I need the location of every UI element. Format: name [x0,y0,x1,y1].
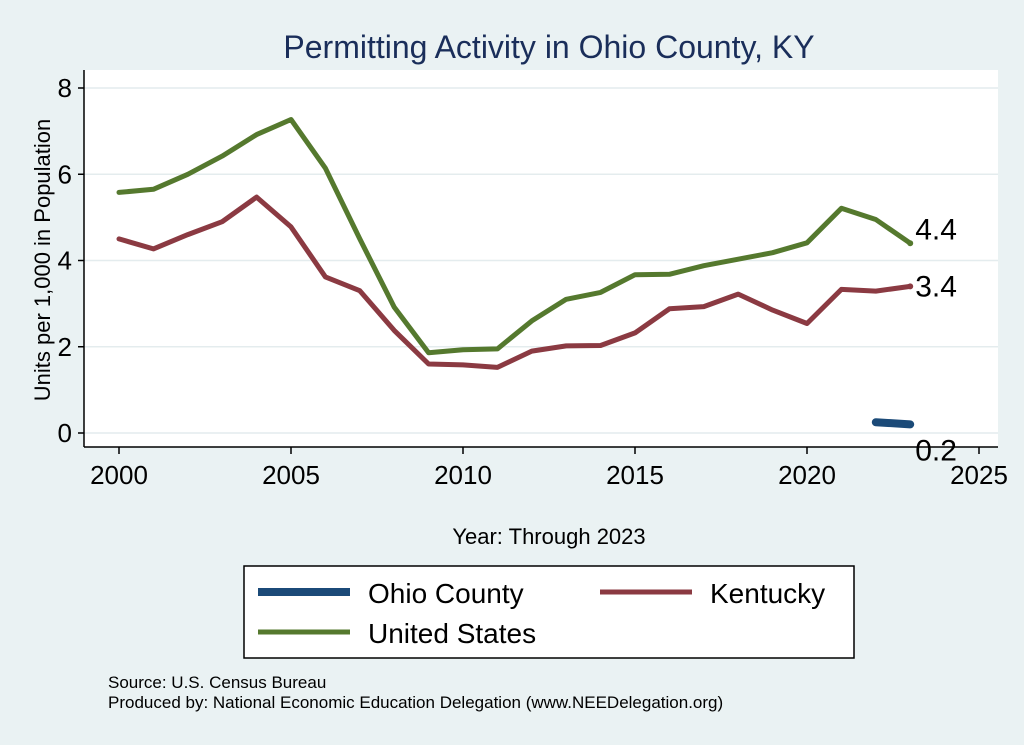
end-point-united-states [907,240,914,247]
chart-title: Permitting Activity in Ohio County, KY [283,29,814,65]
legend-label-united-states: United States [368,618,536,649]
legend: Ohio County Kentucky United States [258,578,825,649]
gridlines [84,87,998,434]
x-tick-label-2005: 2005 [262,460,320,490]
series-lines [116,117,915,429]
end-label-united-states: 4.4 [915,213,957,246]
end-point-ohio-county [907,421,914,428]
x-tick-label-2025: 2025 [950,460,1008,490]
legend-label-kentucky: Kentucky [710,578,825,609]
y-tick-label-2: 2 [58,332,72,362]
y-tick-label-4: 4 [58,246,72,276]
legend-box [243,565,855,659]
source-line-2: Produced by: National Economic Education… [108,693,723,712]
y-tick-label-8: 8 [58,73,72,103]
y-axis-title: Units per 1,000 in Population [30,119,55,402]
series-line-kentucky [116,194,913,370]
source-line-1: Source: U.S. Census Bureau [108,673,326,692]
x-tick-label-2015: 2015 [606,460,664,490]
y-tick-label-0: 0 [58,418,72,448]
plot-area [84,70,998,447]
x-axis-title: Year: Through 2023 [452,524,645,549]
y-tick-labels: 0 2 4 6 8 [58,73,72,448]
x-tick-labels: 2000 2005 2010 2015 2020 2025 [90,460,1008,490]
series-line-united-states [116,117,913,356]
end-labels: 0.2 3.4 4.4 [915,213,957,467]
y-tick-label-6: 6 [58,159,72,189]
series-line-ohio-county [871,418,915,429]
axes [78,70,998,454]
x-tick-label-2020: 2020 [778,460,836,490]
end-label-ohio-county: 0.2 [915,434,957,467]
legend-label-ohio-county: Ohio County [368,578,524,609]
x-tick-label-2000: 2000 [90,460,148,490]
x-tick-label-2010: 2010 [434,460,492,490]
end-point-kentucky [907,283,914,290]
end-label-kentucky: 3.4 [915,270,957,303]
